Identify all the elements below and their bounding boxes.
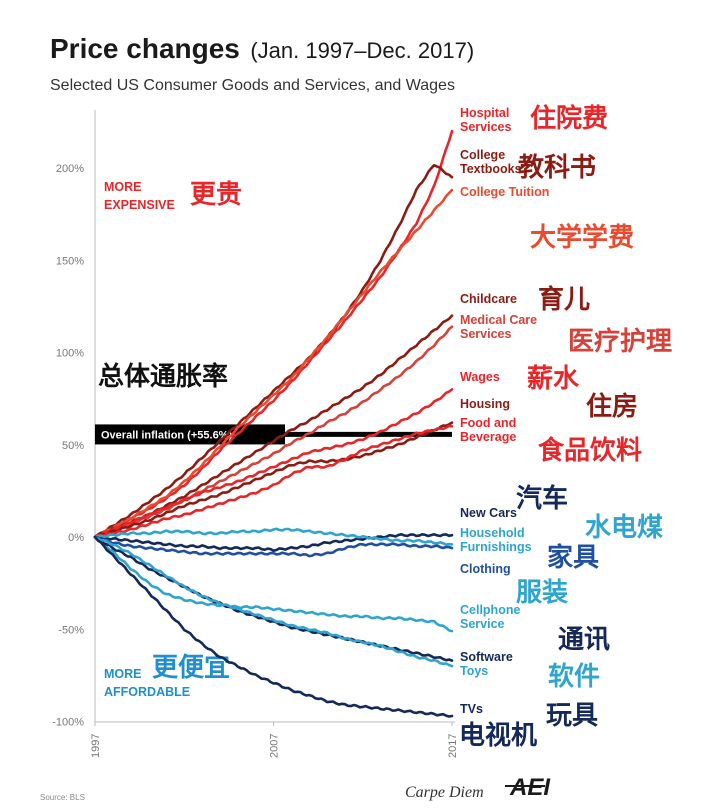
y-tick-label: 0% xyxy=(68,532,84,544)
series-line-college-tuition xyxy=(93,188,454,539)
series-annotation-clothing: 家具 xyxy=(547,542,599,573)
series-annotation2-tvs: 电视机 xyxy=(459,721,537,751)
series-line-hospital-services xyxy=(93,129,454,539)
more-expensive-annotation: 更贵 xyxy=(190,180,242,210)
series-label-cellphone-service: Service xyxy=(460,617,505,631)
series-label-hospital-services: Services xyxy=(460,120,511,134)
more-expensive-line1: MORE xyxy=(104,180,142,194)
series-line-clothing xyxy=(93,535,454,558)
region-labels: MORE EXPENSIVE 更贵 MORE AFFORDABLE 更便宜 xyxy=(104,180,242,699)
series-line-new-cars xyxy=(93,532,454,553)
more-affordable-annotation: 更便宜 xyxy=(152,652,230,683)
series-label-food-and-beverage: Food and xyxy=(460,416,516,430)
x-tick-label: 1997 xyxy=(90,734,102,758)
series-label-hospital-services: Hospital xyxy=(460,106,509,120)
series-annotation-wages: 薪水 xyxy=(527,364,580,394)
series-label-college-textbooks: College xyxy=(460,148,505,162)
series-annotation-household-furnishings: 水电煤 xyxy=(585,513,663,543)
series-label-toys: Toys xyxy=(460,664,488,678)
series-line-wages xyxy=(93,388,454,539)
overall-inflation-label: Overall inflation (+55.6%) xyxy=(101,429,232,441)
x-tick-label: 2007 xyxy=(269,734,281,758)
series-label-cellphone-service: Cellphone xyxy=(460,603,520,617)
y-tick-label: 150% xyxy=(56,255,84,267)
series-annotation-housing: 住房 xyxy=(586,391,638,422)
series-label-food-and-beverage: Beverage xyxy=(460,430,516,444)
series-label-software: Software xyxy=(460,650,513,664)
series-lines xyxy=(93,129,454,718)
y-tick-label: 200% xyxy=(56,163,84,175)
series-line-college-textbooks xyxy=(93,163,454,539)
more-expensive-line2: EXPENSIVE xyxy=(104,198,175,212)
x-tick-label: 2017 xyxy=(447,734,459,758)
series-line-housing xyxy=(93,421,454,539)
chart-title-date: (Jan. 1997–Dec. 2017) xyxy=(250,38,474,63)
x-tick-labels: 1997 2007 2017 xyxy=(90,722,459,758)
series-label-college-textbooks: Textbooks xyxy=(460,162,522,176)
y-tick-label: -100% xyxy=(52,717,84,729)
series-label-college-tuition: College Tuition xyxy=(460,185,549,199)
series-annotation-toys: 软件 xyxy=(548,662,600,692)
series-label-housing: Housing xyxy=(460,397,510,411)
more-affordable-line1: MORE xyxy=(104,667,142,681)
series-line-household-furnishings xyxy=(93,527,454,547)
y-tick-label: 50% xyxy=(62,440,84,452)
series-annotation-new-cars: 汽车 xyxy=(516,483,568,514)
series-annotation-tvs: 玩具 xyxy=(546,701,598,731)
series-annotation-medical-care-services: 医疗护理 xyxy=(568,326,672,357)
chart-title-main: Price changes xyxy=(50,33,240,64)
series-label-medical-care-services: Services xyxy=(460,327,511,341)
series-label-household-furnishings: Furnishings xyxy=(460,540,532,554)
overall-inflation-annotation: 总体通胀率 xyxy=(98,361,228,392)
source-note: Source: BLS xyxy=(40,793,85,802)
series-annotation-food-and-beverage: 食品饮料 xyxy=(538,435,642,466)
series-line-toys xyxy=(93,535,454,668)
series-annotation-software: 通讯 xyxy=(558,625,610,655)
aei-logo: AEI xyxy=(505,774,551,801)
series-line-food-and-beverage xyxy=(93,424,454,539)
series-annotation-cellphone-service: 服装 xyxy=(516,578,568,608)
series-label-childcare: Childcare xyxy=(460,292,517,306)
series-annotation-college-tuition: 大学学费 xyxy=(530,222,634,253)
y-tick-label: -50% xyxy=(58,624,84,636)
series-label-household-furnishings: Household xyxy=(460,526,525,540)
series-annotation-college-textbooks: 教科书 xyxy=(518,153,596,183)
series-line-tvs xyxy=(93,535,454,718)
series-annotation-childcare: 育儿 xyxy=(538,284,590,315)
y-tick-labels: 200% 150% 100% 50% 0% -50% -100% xyxy=(52,163,84,729)
series-annotation-hospital-services: 住院费 xyxy=(530,103,608,134)
series-label-tvs: TVs xyxy=(460,702,483,716)
series-label-clothing: Clothing xyxy=(460,562,511,576)
series-label-medical-care-services: Medical Care xyxy=(460,313,537,327)
y-tick-label: 100% xyxy=(56,348,84,360)
series-line-software xyxy=(93,535,454,662)
chart-subtitle: Selected US Consumer Goods and Services,… xyxy=(50,77,455,94)
series-line-cellphone-service xyxy=(93,535,454,633)
carpe-diem-brand: Carpe Diem xyxy=(405,784,484,801)
series-label-wages: Wages xyxy=(460,370,500,384)
more-affordable-line2: AFFORDABLE xyxy=(104,685,190,699)
series-label-new-cars: New Cars xyxy=(460,506,517,520)
chart-title: Price changes (Jan. 1997–Dec. 2017) xyxy=(50,33,474,64)
aei-logo-text: AEI xyxy=(509,774,551,801)
